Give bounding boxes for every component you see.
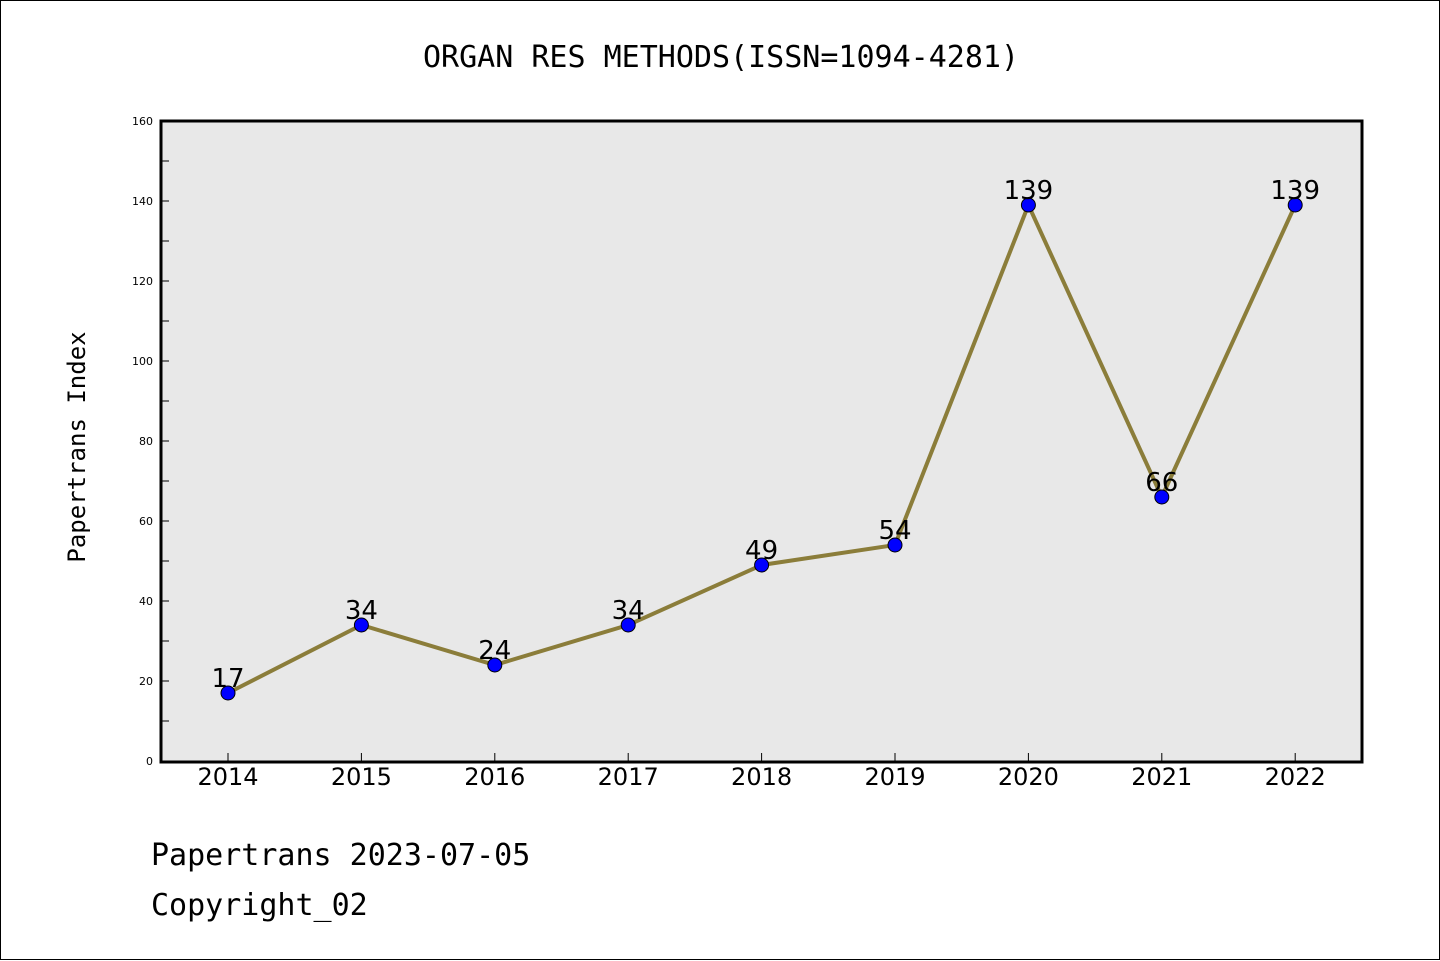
data-label: 34: [345, 596, 378, 626]
x-tick-label: 2019: [864, 763, 925, 791]
y-tick-label: 120: [132, 275, 153, 288]
marker-layer: [220, 197, 1303, 701]
x-tick-label: 2016: [464, 763, 525, 791]
data-label: 24: [478, 636, 511, 666]
x-tick-label: 2015: [331, 763, 392, 791]
x-tick-label: 2017: [598, 763, 659, 791]
y-axis-label: Papertrans Index: [63, 331, 91, 562]
y-tick-label: 100: [132, 355, 153, 368]
data-point: [620, 617, 636, 633]
footer-date-text: Papertrans 2023-07-05: [151, 838, 530, 873]
x-tick-label: 2014: [197, 763, 258, 791]
data-label: 49: [745, 536, 778, 566]
x-axis-ticks: 2014 2015 2016 2017 2018 2019 2020 2021 2022: [197, 753, 1326, 791]
chart-title: ORGAN RES METHODS(ISSN=1094-4281): [423, 40, 1019, 75]
y-tick-label: 80: [139, 435, 153, 448]
footer-copyright-text: Copyright_02: [151, 888, 368, 923]
x-tick-label: 2018: [731, 763, 792, 791]
data-point: [1154, 489, 1170, 505]
y-tick-label: 140: [132, 195, 153, 208]
y-tick-label: 160: [132, 115, 153, 128]
data-point: [754, 557, 770, 573]
data-label: 54: [878, 516, 911, 546]
data-point: [353, 617, 369, 633]
data-point: [1020, 197, 1036, 213]
plot-area: [159, 119, 1364, 764]
data-label: 66: [1145, 468, 1178, 498]
y-tick-label: 60: [139, 515, 153, 528]
data-label: 139: [1270, 176, 1320, 206]
y-axis-ticks: 0 20 40 60 80 100 120 140 160: [132, 115, 169, 768]
data-point: [487, 657, 503, 673]
data-label: 17: [211, 664, 244, 694]
data-point: [220, 685, 236, 701]
y-tick-label: 20: [139, 675, 153, 688]
y-tick-label: 40: [139, 595, 153, 608]
x-tick-label: 2020: [998, 763, 1059, 791]
data-label: 34: [612, 596, 645, 626]
data-point: [1287, 197, 1303, 213]
x-tick-label: 2021: [1131, 763, 1192, 791]
data-labels: 17 34 24 34 49 54 139 66 139: [211, 176, 1320, 694]
data-point: [887, 537, 903, 553]
y-tick-label: 0: [146, 755, 153, 768]
x-tick-label: 2022: [1265, 763, 1326, 791]
data-label: 139: [1004, 176, 1054, 206]
